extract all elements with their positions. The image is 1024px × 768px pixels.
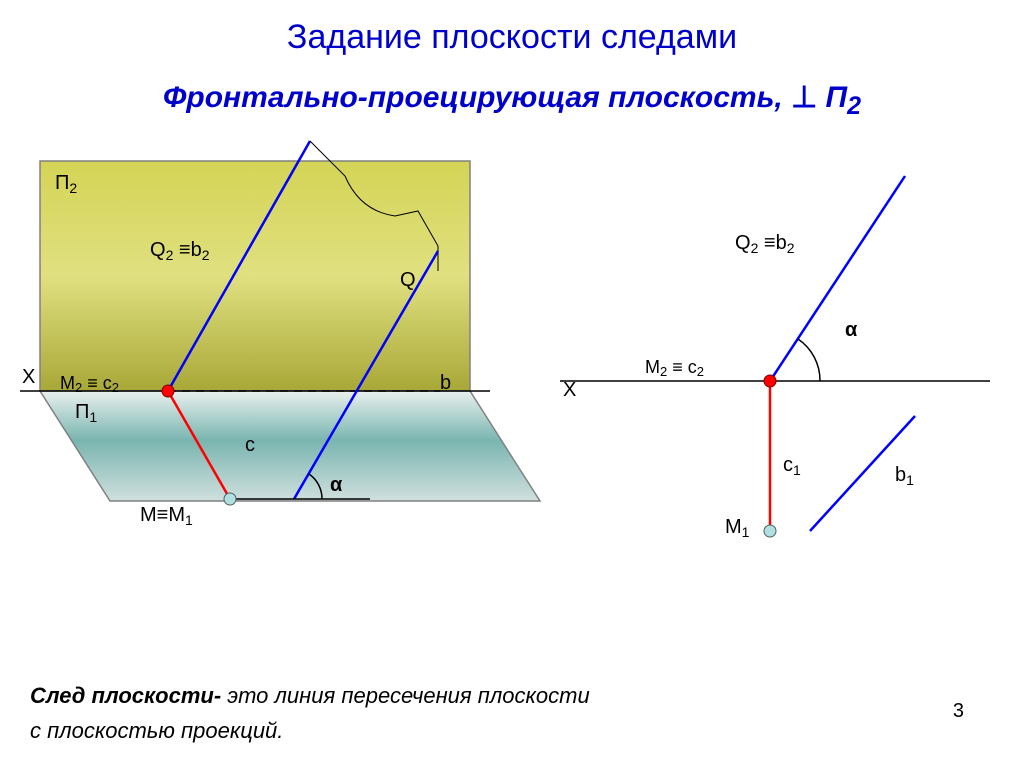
label-m1-right: М1 <box>725 516 750 540</box>
line-q2b2-right <box>770 176 905 381</box>
point-m1-right <box>764 525 776 537</box>
footer-bold: След плоскости- <box>30 683 221 708</box>
diagram-area: П2 П1 Q2 ≡b2 Q X М2 ≡ с2 b с α М≡М1 Q2 ≡… <box>0 121 1024 661</box>
plane-pi1 <box>40 391 540 501</box>
label-b: b <box>440 372 451 394</box>
label-m2c2-left: М2 ≡ с2 <box>60 373 119 395</box>
subtitle-prefix: Фронтально-проецирующая плоскость, <box>163 81 791 114</box>
label-q2b2-right: Q2 ≡b2 <box>735 232 795 256</box>
label-mm1: М≡М1 <box>140 504 193 528</box>
subtitle: Фронтально-проецирующая плоскость, ⊥ П2 <box>0 80 1024 121</box>
point-m2c2-left <box>162 385 174 397</box>
subtitle-sub: 2 <box>847 92 861 120</box>
label-X-right: X <box>563 379 576 401</box>
perp-symbol: ⊥ <box>791 81 817 114</box>
page-number: 3 <box>953 700 964 723</box>
label-Q: Q <box>400 269 416 291</box>
label-b1: b1 <box>895 464 914 488</box>
footer-line2: с плоскостью проекций. <box>30 718 283 743</box>
label-alpha-left: α <box>330 474 343 496</box>
main-title: Задание плоскости следами <box>0 18 1024 57</box>
footer-rest: это линия пересечения плоскости <box>221 683 590 708</box>
subtitle-plane: П <box>826 81 848 114</box>
label-alpha-right: α <box>845 319 858 341</box>
footer-definition: След плоскости- это линия пересечения пл… <box>30 678 730 748</box>
label-c: с <box>245 434 255 456</box>
label-m2c2-right: М2 ≡ с2 <box>645 357 704 379</box>
point-m2c2-right <box>764 375 776 387</box>
label-X-left: X <box>22 366 35 388</box>
label-c1: с1 <box>783 454 801 478</box>
point-mm1 <box>224 493 236 505</box>
right-diagram: Q2 ≡b2 α М2 ≡ с2 X с1 b1 М1 <box>560 176 990 540</box>
alpha-arc-right <box>798 339 820 381</box>
label-q2b2-left: Q2 ≡b2 <box>150 239 210 263</box>
